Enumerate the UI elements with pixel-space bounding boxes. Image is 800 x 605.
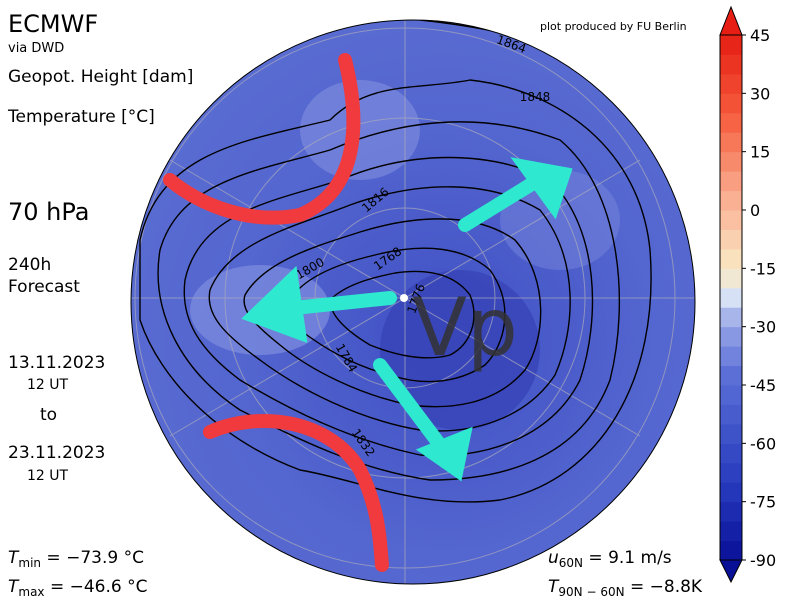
colorbar-band [720,73,742,94]
colorbar-band [720,346,742,367]
colorbar-band [720,35,742,55]
colorbar-band [720,540,742,561]
stat-sub: max [18,585,44,599]
colorbar-band [720,521,742,542]
colorbar-tick-label: 0 [750,201,760,220]
colorbar-band [720,287,742,308]
colorbar-band [720,171,742,192]
source: via DWD [8,41,64,56]
colorbar-extend [719,5,743,36]
stat-symbol: u [548,548,559,568]
colorbar-tick-label: 30 [750,84,770,103]
credit: plot produced by FU Berlin [540,20,687,33]
colorbar-tick-label: -75 [750,493,776,512]
stat-symbol: T [8,577,20,597]
map-border [130,19,696,585]
stat-sub: 60N [559,556,583,570]
title: ECMWF [8,10,98,38]
colorbar-band [720,443,742,464]
stat: Tmin = −73.9 °C [8,548,144,570]
contour-label: 1848 [520,90,551,104]
to: to [40,405,57,425]
colorbar-band [720,268,742,289]
stat-text: = −46.6 °C [45,577,148,597]
date: 23.11.2023 [8,443,105,463]
stat-text: = 9.1 m/s [583,548,672,568]
colorbar-tick-label: -30 [750,318,776,337]
colorbar-band [720,385,742,405]
colorbar-band [720,501,742,522]
colorbar-extend [719,559,743,584]
colorbar-tick-label: -90 [750,551,776,570]
stat-symbol: T [548,577,560,597]
stat-text: = −73.9 °C [41,548,144,568]
colorbar-band [720,112,742,133]
colorbar-band [720,307,742,328]
stat: Tmax = −46.6 °C [8,577,147,599]
colorbar-band [720,404,742,425]
map-disk [131,20,695,584]
date: 13.11.2023 [8,353,105,373]
colorbar-band [720,210,742,230]
colorbar-band [720,132,742,153]
colorbar-band [720,151,742,172]
colorbar-band [720,462,742,483]
pole [400,294,408,302]
colorbar-tick-label: -60 [750,434,776,453]
colorbar-band [720,190,742,211]
colorbar-tick-label: 45 [750,26,770,45]
time: 12 UT [27,377,69,393]
stat-sub: 90N − 60N [558,585,624,599]
colorbar-tick-label: -45 [750,376,776,395]
colorbar-band [720,423,742,444]
field-label: Geopot. Height [dam] [8,67,193,87]
stat-symbol: T [8,548,20,568]
stat: T90N − 60N = −8.8K [548,577,703,599]
colorbar-tick-label: -15 [750,259,776,278]
stat: u60N = 9.1 m/s [548,548,672,570]
colorbar-band [720,326,742,347]
colorbar-band [720,365,742,386]
colorbar-band [720,229,742,250]
ridge-marks [163,53,389,572]
field-label: Temperature [°C] [7,107,155,127]
colorbar: 45 30 15 0 -15 -30 -45 -60 -75 -90 [719,5,776,584]
colorbar-band [720,248,742,269]
level: 70 hPa [8,198,89,226]
forecast: 240h [8,255,51,275]
colorbar-frame [719,34,743,561]
colorbar-tick-label: 15 [750,143,770,162]
stat-sub: min [18,556,41,570]
colorbar-band [720,93,742,114]
arrows [241,157,573,482]
colorbar-band [720,482,742,503]
forecast: Forecast [8,277,80,297]
annotation: Vp [412,281,518,374]
colorbar-band [720,54,742,75]
stat-text: = −8.8K [625,577,703,597]
time: 12 UT [27,468,69,484]
